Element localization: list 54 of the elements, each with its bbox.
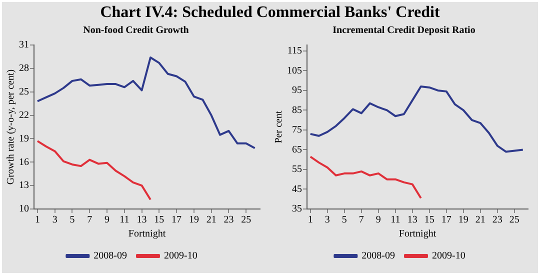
x-tick-label: 17 <box>172 214 182 226</box>
x-tick-label: 25 <box>241 214 252 226</box>
legend-label: 2009-10 <box>432 250 466 262</box>
y-tick-label: 35 <box>292 204 302 215</box>
chart-subtitle: Non-food Credit Growth <box>82 24 190 38</box>
x-tick-label: 15 <box>154 214 164 226</box>
chart-title: Chart IV.4: Scheduled Commercial Banks' Credit <box>99 3 441 23</box>
y-tick-label: 95 <box>292 85 302 96</box>
y-tick-label: 28 <box>19 63 29 74</box>
y-tick-label: 25 <box>19 86 29 98</box>
y-tick-label: 75 <box>292 124 302 136</box>
y-tick-label: 55 <box>292 164 302 176</box>
x-axis-title: Fortnight <box>128 228 166 240</box>
x-tick-label: 9 <box>104 214 110 226</box>
y-tick-label: 22 <box>19 110 29 121</box>
x-tick-label: 15 <box>424 214 434 226</box>
chart-subtitle: Incremental Credit Deposit Ratio <box>332 24 476 38</box>
legend-label: 2009-10 <box>164 250 198 262</box>
y-tick-label: 13 <box>19 180 29 192</box>
x-tick-label: 3 <box>324 214 330 226</box>
x-tick-label: 11 <box>120 214 130 226</box>
y-tick-label: 19 <box>19 133 29 144</box>
x-tick-label: 21 <box>475 214 486 226</box>
x-tick-label: 5 <box>342 214 347 226</box>
x-tick-label: 7 <box>87 214 92 226</box>
legend-label: 2008-09 <box>94 250 128 262</box>
y-tick-label: 45 <box>292 184 302 195</box>
y-tick-label: 10 <box>19 204 29 215</box>
x-axis-title: Fortnight <box>398 228 436 240</box>
y-axis-title: Growth rate (y-o-y, per cent) <box>6 69 17 185</box>
x-tick-label: 1 <box>308 214 313 226</box>
x-tick-label: 25 <box>509 214 520 226</box>
x-tick-label: 23 <box>224 214 234 226</box>
x-tick-label: 21 <box>206 214 216 226</box>
x-tick-label: 3 <box>52 214 58 226</box>
x-tick-label: 19 <box>188 214 199 226</box>
y-tick-label: 115 <box>287 46 302 57</box>
y-tick-label: 16 <box>19 156 29 168</box>
x-tick-label: 23 <box>492 214 502 226</box>
y-tick-label: 31 <box>19 40 29 51</box>
x-tick-label: 5 <box>70 214 75 226</box>
x-tick-label: 19 <box>458 214 468 226</box>
x-tick-label: 1 <box>34 214 40 226</box>
y-tick-label: 65 <box>292 144 302 156</box>
y-tick-label: 105 <box>287 65 302 76</box>
x-tick-label: 13 <box>136 214 147 226</box>
x-tick-label: 7 <box>358 214 364 226</box>
x-tick-label: 17 <box>441 214 452 226</box>
x-tick-label: 11 <box>390 214 400 226</box>
y-axis-title: Per cent <box>274 110 285 144</box>
y-tick-label: 85 <box>292 104 302 116</box>
x-tick-label: 9 <box>376 214 381 226</box>
x-tick-label: 13 <box>407 214 418 226</box>
legend-label: 2008-09 <box>362 250 396 262</box>
